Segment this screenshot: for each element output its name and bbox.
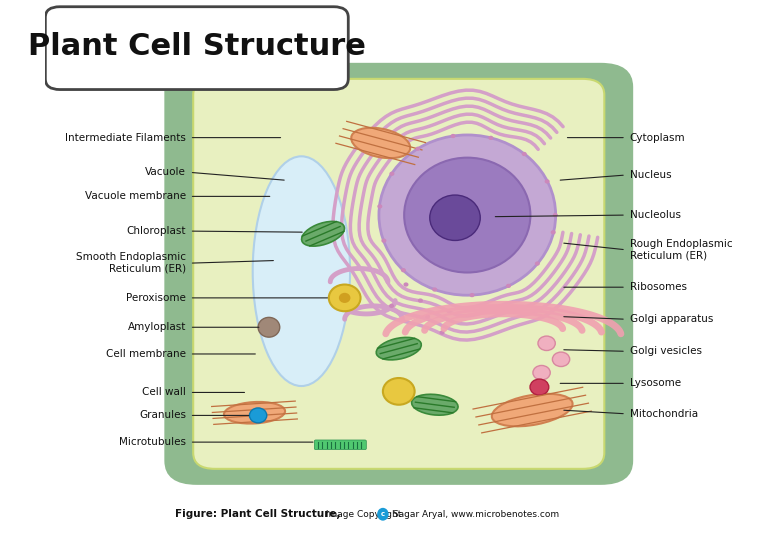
Ellipse shape <box>250 408 266 423</box>
Ellipse shape <box>506 284 511 288</box>
Ellipse shape <box>533 366 550 380</box>
Text: Cytoplasm: Cytoplasm <box>630 133 685 143</box>
Text: Golgi vesicles: Golgi vesicles <box>630 346 702 357</box>
Text: Peroxisome: Peroxisome <box>126 293 186 303</box>
Ellipse shape <box>430 195 480 241</box>
Ellipse shape <box>553 213 558 217</box>
Text: Chloroplast: Chloroplast <box>127 226 186 236</box>
Ellipse shape <box>488 136 493 140</box>
Text: Sagar Aryal, www.microbenotes.com: Sagar Aryal, www.microbenotes.com <box>390 510 559 519</box>
Ellipse shape <box>351 128 410 158</box>
Ellipse shape <box>224 402 285 424</box>
Ellipse shape <box>451 134 455 138</box>
Ellipse shape <box>401 268 406 272</box>
Ellipse shape <box>389 304 394 308</box>
Ellipse shape <box>404 158 531 272</box>
Ellipse shape <box>258 317 280 337</box>
Ellipse shape <box>383 378 415 405</box>
Text: Lysosome: Lysosome <box>630 379 680 388</box>
Text: Ribosomes: Ribosomes <box>630 282 687 292</box>
FancyBboxPatch shape <box>164 63 633 485</box>
Text: Mitochondria: Mitochondria <box>630 409 697 419</box>
Text: Rough Endoplasmic
Reticulum (ER): Rough Endoplasmic Reticulum (ER) <box>630 239 732 260</box>
Ellipse shape <box>376 337 422 360</box>
Text: Nucleolus: Nucleolus <box>630 210 680 220</box>
Ellipse shape <box>379 135 555 295</box>
Ellipse shape <box>339 293 350 303</box>
Ellipse shape <box>412 394 458 415</box>
Text: Microtubules: Microtubules <box>119 437 186 447</box>
Ellipse shape <box>492 394 573 426</box>
FancyBboxPatch shape <box>194 79 604 469</box>
Ellipse shape <box>253 156 350 386</box>
Ellipse shape <box>552 352 570 367</box>
Ellipse shape <box>415 147 420 151</box>
Ellipse shape <box>425 315 430 319</box>
Ellipse shape <box>439 330 445 335</box>
Ellipse shape <box>382 238 386 243</box>
Text: Golgi apparatus: Golgi apparatus <box>630 314 713 324</box>
Ellipse shape <box>432 287 437 292</box>
Ellipse shape <box>545 179 550 184</box>
Ellipse shape <box>377 508 389 521</box>
Ellipse shape <box>403 282 409 287</box>
Text: Amyloplast: Amyloplast <box>127 322 186 332</box>
Ellipse shape <box>302 221 345 246</box>
Ellipse shape <box>551 230 556 235</box>
Ellipse shape <box>389 172 395 176</box>
Text: Intermediate Filaments: Intermediate Filaments <box>65 133 186 143</box>
Ellipse shape <box>447 309 452 314</box>
Text: c: c <box>381 511 385 517</box>
Text: Cell wall: Cell wall <box>142 387 186 397</box>
Text: Figure: Plant Cell Structure,: Figure: Plant Cell Structure, <box>175 509 341 519</box>
Ellipse shape <box>418 299 423 303</box>
Ellipse shape <box>469 293 475 297</box>
Text: Granules: Granules <box>139 410 186 420</box>
Ellipse shape <box>538 336 555 351</box>
Text: Nucleus: Nucleus <box>630 170 671 180</box>
Text: Plant Cell Structure: Plant Cell Structure <box>28 32 366 61</box>
Text: Smooth Endoplasmic
Reticulum (ER): Smooth Endoplasmic Reticulum (ER) <box>76 252 186 274</box>
Ellipse shape <box>530 379 549 395</box>
Text: Vacuole: Vacuole <box>145 168 186 177</box>
Text: Cell membrane: Cell membrane <box>106 349 186 359</box>
Text: Image Copyright: Image Copyright <box>323 510 402 519</box>
FancyBboxPatch shape <box>314 440 366 449</box>
Ellipse shape <box>329 285 360 311</box>
FancyBboxPatch shape <box>45 7 348 90</box>
Ellipse shape <box>377 204 382 208</box>
Ellipse shape <box>521 152 527 156</box>
Ellipse shape <box>535 262 540 266</box>
Text: Vacuole membrane: Vacuole membrane <box>84 191 186 201</box>
